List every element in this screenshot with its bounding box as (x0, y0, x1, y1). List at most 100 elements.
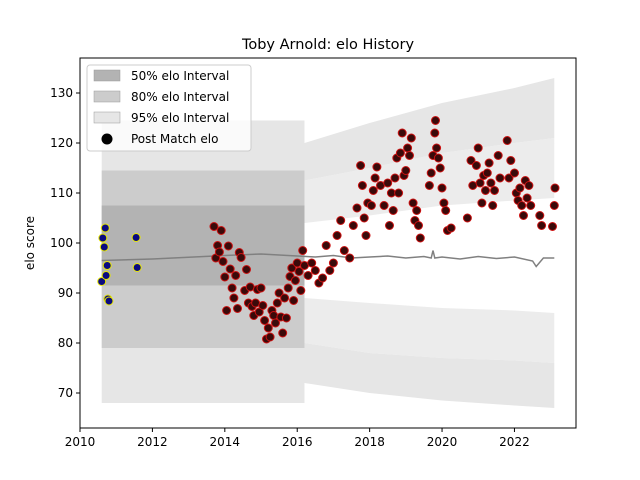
match-point (298, 246, 308, 255)
legend-label: 95% elo Interval (131, 111, 229, 125)
match-point (495, 173, 505, 183)
match-point (366, 201, 376, 210)
match-point (236, 253, 246, 262)
match-point (218, 257, 228, 266)
early-match-point (101, 271, 111, 280)
y-tick-label: 110 (50, 186, 73, 200)
match-point (482, 168, 492, 178)
match-point (258, 301, 268, 310)
early-match-point (104, 296, 114, 306)
match-point (432, 143, 442, 153)
match-point (345, 253, 355, 263)
x-tick-label: 2012 (137, 435, 168, 449)
match-point (332, 231, 342, 240)
match-point (506, 156, 516, 165)
legend: 50% elo Interval 80% elo Interval 95% elo … (86, 64, 252, 152)
match-point (303, 271, 313, 280)
match-point (408, 198, 418, 208)
match-point (290, 276, 300, 285)
match-point (466, 156, 476, 165)
match-point (475, 178, 485, 188)
early-match-point (102, 261, 112, 270)
match-point (370, 173, 380, 183)
y-tick-label: 90 (58, 286, 73, 300)
x-tick-label: 2022 (499, 435, 530, 449)
early-band-50 (101, 205, 305, 286)
match-point (504, 173, 514, 183)
match-point (294, 267, 304, 276)
match-point (209, 222, 219, 231)
match-point (433, 153, 443, 163)
legend-label: Post Match elo (131, 132, 218, 146)
match-point (437, 183, 447, 193)
match-point (490, 186, 499, 195)
match-point (385, 221, 394, 230)
early-match-point (131, 233, 141, 242)
match-point (524, 181, 534, 190)
match-point (265, 332, 275, 342)
match-point (548, 222, 557, 231)
match-point (272, 298, 282, 308)
match-point (278, 328, 288, 338)
match-point (405, 151, 414, 160)
match-point (510, 168, 519, 178)
match-point (229, 293, 239, 303)
match-point (397, 128, 407, 138)
match-point (325, 266, 335, 275)
early-match-point (97, 277, 107, 286)
match-point (526, 201, 536, 210)
match-point (225, 264, 235, 274)
match-point (488, 201, 498, 210)
match-point (280, 293, 290, 303)
early-match-point (98, 233, 108, 243)
match-point (269, 311, 279, 320)
match-point (357, 181, 367, 190)
x-tick-label: 2014 (210, 435, 241, 449)
match-point (415, 233, 425, 243)
match-point (310, 266, 320, 275)
y-tick-label: 120 (50, 136, 73, 150)
match-point (403, 143, 413, 153)
match-point (222, 306, 232, 315)
match-point (287, 263, 297, 273)
match-point (535, 211, 545, 220)
match-point (281, 313, 291, 323)
legend-swatch (93, 90, 121, 103)
legend-swatch (93, 111, 121, 124)
y-axis-title: elo score (23, 216, 37, 270)
y-tick-label: 80 (58, 336, 73, 350)
match-point (242, 265, 251, 274)
match-point (274, 288, 284, 298)
match-point (307, 258, 317, 268)
match-point (289, 296, 299, 305)
match-point (468, 181, 478, 190)
match-point (439, 198, 449, 208)
match-point (441, 206, 451, 215)
late-band-80-lower (304, 298, 555, 363)
match-point (214, 247, 224, 257)
y-tick-label: 130 (50, 86, 73, 100)
match-point (471, 161, 481, 170)
x-tick-label: 2018 (354, 435, 385, 449)
match-point (481, 186, 490, 195)
x-axis: 2010 2012 2014 2016 2018 2020 2022 (65, 428, 530, 449)
match-point (462, 213, 472, 223)
late-band-95-lower (304, 343, 555, 408)
plot-area (97, 78, 560, 408)
match-point (395, 148, 405, 158)
match-point (339, 246, 349, 255)
match-point (296, 286, 306, 295)
mean-elo-line (101, 250, 555, 268)
match-point (406, 133, 416, 143)
match-point (361, 231, 371, 240)
match-point (435, 163, 445, 173)
legend-label: 50% elo Interval (131, 69, 229, 83)
match-point (283, 283, 293, 293)
early-match-point (132, 263, 142, 272)
match-point (517, 201, 527, 210)
match-point (477, 198, 487, 208)
legend-label: 80% elo Interval (131, 90, 229, 104)
match-point (431, 116, 440, 125)
match-point (348, 221, 358, 230)
